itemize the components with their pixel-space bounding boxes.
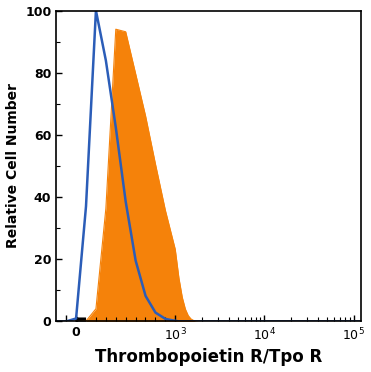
X-axis label: Thrombopoietin R/Tpo R: Thrombopoietin R/Tpo R	[95, 349, 322, 366]
Y-axis label: Relative Cell Number: Relative Cell Number	[6, 83, 20, 248]
